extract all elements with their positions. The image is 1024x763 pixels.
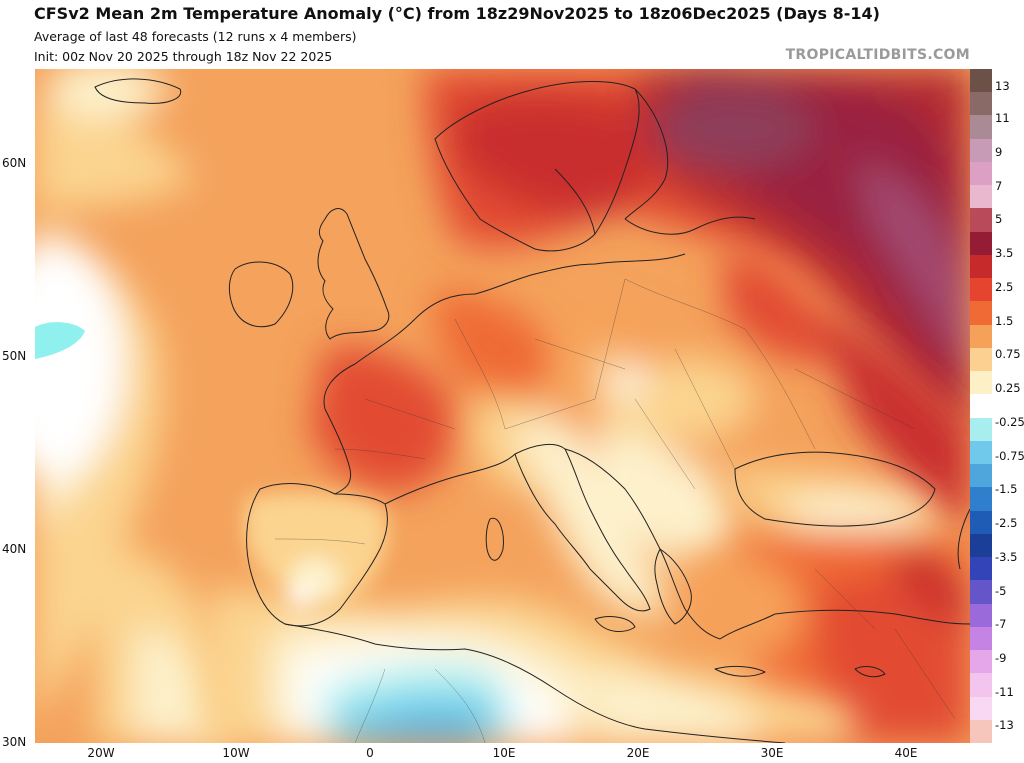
colorbar-segment (970, 719, 992, 744)
colorbar-segment (970, 371, 992, 395)
lon-label-0: 0 (366, 746, 374, 760)
colorbar-label: -7 (995, 617, 1007, 631)
lon-label-20w: 20W (87, 746, 115, 760)
lat-label-30n: 30N (2, 735, 27, 749)
colorbar-label: -11 (995, 685, 1014, 699)
colorbar-segment (970, 510, 992, 535)
colorbar-label: -0.25 (995, 415, 1024, 429)
colorbar-segment (970, 92, 992, 116)
colorbar-segment (970, 533, 992, 558)
colorbar-segment (970, 231, 992, 256)
colorbar-segment (970, 254, 992, 279)
colorbar-segment (970, 603, 992, 628)
colorbar-label: -1.5 (995, 482, 1018, 496)
colorbar-segment (970, 185, 992, 209)
map-title: CFSv2 Mean 2m Temperature Anomaly (°C) f… (34, 4, 880, 23)
anomaly-map-svg (35, 69, 970, 743)
colorbar (970, 69, 992, 744)
colorbar-segment (970, 69, 992, 93)
colorbar-segment (970, 301, 992, 326)
lon-label-40e: 40E (894, 746, 918, 760)
brand-watermark[interactable]: TROPICALTIDBITS.COM (785, 47, 970, 63)
colorbar-label: -2.5 (995, 516, 1018, 530)
colorbar-segment (970, 138, 992, 163)
lat-label-60n: 60N (2, 156, 27, 170)
colorbar-label: 5 (995, 212, 1003, 226)
colorbar-segment (970, 115, 992, 140)
colorbar-segment (970, 161, 992, 186)
colorbar-segment (970, 347, 992, 372)
lon-label-10e: 10E (492, 746, 516, 760)
colorbar-segment (970, 673, 992, 697)
coastlines-and-borders (94, 78, 970, 743)
colorbar-label: -3.5 (995, 550, 1018, 564)
colorbar-label: 3.5 (995, 246, 1014, 260)
header: CFSv2 Mean 2m Temperature Anomaly (°C) f… (0, 0, 1024, 68)
colorbar-label: 0.75 (995, 347, 1021, 361)
temperature-anomaly-map (35, 69, 970, 743)
lon-label-30e: 30E (760, 746, 784, 760)
cold-anomaly-patch (35, 322, 85, 359)
colorbar-label: 13 (995, 79, 1010, 93)
colorbar-label: 0.25 (995, 381, 1021, 395)
colorbar-label: -13 (995, 718, 1014, 732)
colorbar-segment (970, 324, 992, 349)
colorbar-label: 9 (995, 145, 1003, 159)
colorbar-label: 7 (995, 179, 1003, 193)
colorbar-segment (970, 440, 992, 465)
colorbar-label: -9 (995, 651, 1007, 665)
colorbar-segment (970, 557, 992, 581)
colorbar-segment (970, 487, 992, 512)
anomaly-field-shading (35, 69, 970, 743)
colorbar-segment (970, 580, 992, 605)
colorbar-segment (970, 626, 992, 651)
lon-label-10w: 10W (222, 746, 250, 760)
colorbar-segment (970, 208, 992, 233)
map-subtitle-init: Init: 00z Nov 20 2025 through 18z Nov 22… (34, 49, 333, 64)
colorbar-segment (970, 278, 992, 302)
colorbar-segment (970, 696, 992, 721)
region-borders (274, 278, 956, 743)
lon-label-20e: 20E (626, 746, 650, 760)
colorbar-segment (970, 464, 992, 488)
colorbar-label: -5 (995, 584, 1007, 598)
map-subtitle-average: Average of last 48 forecasts (12 runs x … (34, 29, 357, 44)
colorbar-label: -0.75 (995, 449, 1024, 463)
lat-label-40n: 40N (2, 542, 27, 556)
colorbar-label: 11 (995, 111, 1010, 125)
colorbar-label: 2.5 (995, 280, 1014, 294)
colorbar-segment (970, 417, 992, 442)
colorbar-segment (970, 650, 992, 674)
colorbar-label: 1.5 (995, 314, 1014, 328)
colorbar-segment (970, 394, 992, 419)
lat-label-50n: 50N (2, 349, 27, 363)
